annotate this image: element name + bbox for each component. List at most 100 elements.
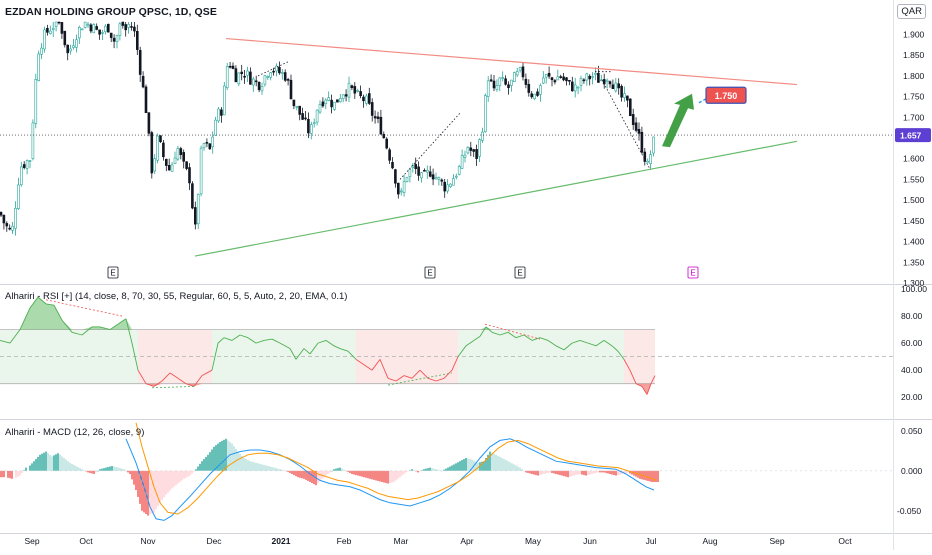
macd-histogram-bar — [353, 470, 355, 475]
macd-histogram-bar — [49, 454, 51, 471]
rsi-line-segment — [387, 377, 397, 382]
macd-histogram-bar — [119, 468, 121, 471]
rsi-line-segment — [499, 331, 509, 336]
macd-histogram-bar — [505, 460, 507, 471]
macd-histogram-bar — [491, 452, 493, 471]
rsi-bearish-zone — [170, 329, 178, 384]
macd-histogram-bar — [363, 470, 365, 478]
candle-body — [199, 147, 203, 195]
macd-histogram-bar — [29, 465, 31, 471]
rsi-line-segment — [571, 339, 581, 344]
candle-body — [5, 223, 9, 227]
macd-histogram-bar — [259, 463, 261, 471]
macd-histogram-bar — [253, 462, 255, 471]
rsi-band — [0, 329, 655, 384]
candle-body — [0, 211, 3, 216]
candle-body — [283, 72, 287, 81]
macd-histogram-bar — [143, 470, 145, 513]
candle-body — [539, 85, 542, 95]
candle-body — [524, 78, 528, 85]
macd-histogram-bar — [461, 460, 463, 471]
currency-badge[interactable]: QAR — [897, 4, 926, 19]
macd-histogram-bar — [335, 468, 337, 471]
macd-histogram-bar — [587, 470, 589, 476]
candle-body — [405, 177, 409, 182]
macd-histogram-bar — [611, 470, 613, 475]
macd-histogram-bar — [133, 470, 135, 485]
candle-body — [394, 169, 397, 184]
macd-histogram-bar — [301, 470, 303, 479]
rsi-line-segment — [131, 343, 139, 371]
macd-histogram-bar — [433, 468, 435, 471]
candle-body — [582, 79, 586, 82]
candle-body — [446, 184, 449, 192]
candle-body — [280, 72, 284, 74]
macd-histogram-bar — [475, 461, 477, 471]
rsi-divergence-line — [387, 372, 453, 386]
rsi-line-segment — [355, 358, 365, 366]
macd-histogram-bar — [43, 452, 45, 471]
macd-histogram-bar — [101, 468, 103, 471]
macd-histogram-bar — [459, 461, 461, 471]
candle-body — [515, 71, 519, 76]
macd-histogram-bar — [485, 458, 487, 471]
rsi-line-segment — [395, 375, 405, 382]
candle-body — [449, 183, 452, 188]
macd-histogram-bar — [295, 470, 297, 477]
candle-body — [452, 178, 455, 186]
candle-body — [89, 24, 93, 32]
macd-histogram-bar — [105, 467, 107, 471]
rsi-indicator-label[interactable]: Alhariri - RSI [+] (14, close, 8, 70, 30… — [5, 291, 348, 302]
macd-histogram-bar — [327, 470, 329, 474]
macd-histogram-bar — [435, 469, 437, 471]
macd-histogram-bar — [489, 451, 491, 471]
candle-body — [295, 106, 299, 108]
candle-body — [428, 171, 432, 177]
candle-body — [263, 75, 267, 85]
macd-histogram-bar — [395, 470, 397, 481]
rsi-line-segment — [641, 386, 648, 395]
macd-histogram-bar — [503, 459, 505, 471]
candle-body — [194, 207, 197, 225]
candle-body — [173, 157, 177, 165]
macd-histogram-bar — [203, 459, 205, 471]
macd-histogram-bar — [281, 469, 283, 471]
candle-body — [217, 108, 220, 122]
macd-histogram-bar — [193, 470, 195, 472]
candle-body — [78, 27, 81, 39]
candle-body — [231, 65, 235, 69]
macd-histogram-bar — [431, 468, 433, 471]
macd-histogram-bar — [647, 470, 649, 481]
macd-histogram-bar — [653, 470, 655, 482]
candle-body — [341, 94, 345, 99]
macd-indicator-label[interactable]: Alhariri - MACD (12, 26, close, 9) — [5, 427, 145, 438]
candle-body — [597, 72, 600, 83]
macd-histogram-bar — [123, 469, 125, 471]
rsi-line-segment — [650, 375, 656, 384]
macd-histogram-bar — [603, 470, 605, 473]
last-price-badge — [895, 128, 931, 143]
candle-body — [646, 160, 650, 163]
macd-histogram-bar — [147, 470, 149, 516]
macd-histogram-bar — [45, 451, 47, 471]
candle-body — [475, 149, 478, 159]
macd-histogram-bar — [221, 440, 223, 471]
macd-histogram-bar — [513, 464, 515, 471]
candle-body — [51, 28, 55, 31]
candle-body — [48, 30, 52, 34]
rsi-line-segment — [531, 337, 541, 341]
macd-histogram-bar — [205, 456, 207, 471]
macd-histogram-bar — [287, 470, 289, 472]
candle-body — [31, 122, 35, 159]
candle-body — [457, 165, 461, 175]
macd-histogram-bar — [307, 470, 309, 481]
rsi-bearish-zone — [436, 329, 444, 384]
macd-histogram-bar — [113, 466, 115, 471]
macd-histogram-bar — [249, 461, 251, 471]
rsi-line-segment — [99, 326, 111, 331]
macd-histogram-bar — [361, 470, 363, 477]
candle-body — [278, 67, 281, 74]
candle-body — [556, 76, 560, 81]
